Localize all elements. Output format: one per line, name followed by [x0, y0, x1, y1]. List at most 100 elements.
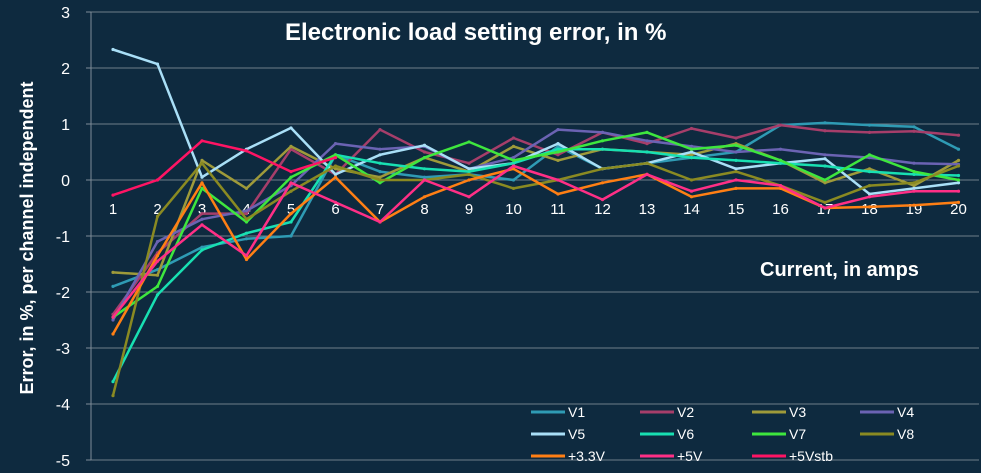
y-tick-label: -5	[56, 453, 70, 470]
data-point	[378, 128, 382, 132]
data-point	[734, 170, 738, 174]
data-point	[333, 142, 338, 146]
data-point	[378, 178, 382, 182]
data-point	[111, 394, 115, 398]
data-point	[289, 175, 293, 179]
series-line	[112, 139, 336, 197]
data-point	[378, 147, 382, 151]
data-point	[244, 212, 249, 216]
data-point	[511, 158, 516, 162]
data-point	[556, 150, 560, 154]
data-point	[155, 254, 160, 258]
data-point	[378, 181, 382, 185]
data-point	[289, 126, 293, 130]
data-point	[289, 212, 293, 216]
data-point	[200, 217, 204, 221]
data-point	[467, 172, 471, 176]
data-point	[956, 181, 961, 185]
data-point	[111, 270, 115, 274]
legend-label: +5V	[677, 448, 703, 464]
data-point	[244, 254, 249, 258]
x-tick-label: 5	[287, 201, 295, 218]
data-point	[467, 161, 471, 165]
data-point	[244, 220, 249, 224]
data-point	[867, 170, 872, 174]
data-point	[823, 153, 827, 157]
data-point	[244, 217, 249, 221]
data-point	[689, 147, 694, 151]
x-tick-label: 2	[153, 201, 161, 218]
data-point	[689, 144, 694, 148]
legend-item: V6	[640, 426, 694, 442]
data-point	[689, 178, 694, 182]
data-point	[111, 318, 115, 322]
x-tick-label: 3	[198, 201, 206, 218]
data-point	[823, 164, 827, 168]
data-point	[556, 147, 560, 151]
legend-item: V3	[752, 404, 806, 420]
series-lines	[111, 47, 961, 398]
data-point	[111, 47, 115, 52]
data-point	[289, 234, 293, 238]
data-point	[867, 192, 872, 196]
chart-title: Electronic load setting error, in %	[285, 19, 666, 46]
data-point	[645, 172, 649, 176]
data-point	[556, 128, 560, 132]
y-tick-label: 3	[61, 5, 70, 22]
data-point	[556, 158, 560, 162]
data-point	[956, 178, 961, 182]
data-point	[422, 175, 427, 179]
legend-label: +5Vstb	[789, 448, 833, 464]
x-tick-label: 10	[505, 201, 522, 218]
data-point	[912, 172, 916, 176]
legend-item: +5Vstb	[752, 448, 833, 464]
data-point	[511, 178, 516, 182]
data-point	[645, 161, 649, 165]
y-tick-label: -4	[56, 397, 70, 414]
legend-item: V5	[531, 426, 585, 442]
data-point	[778, 158, 783, 162]
data-point	[867, 167, 872, 171]
y-tick-label: 2	[61, 61, 70, 78]
data-point	[333, 175, 338, 179]
data-point	[111, 284, 115, 288]
data-point	[111, 193, 115, 197]
data-point	[333, 167, 338, 171]
data-point	[823, 121, 827, 125]
legend-item: +3.3V	[531, 448, 606, 464]
y-tick-labels: 3 2 1 0 -1 -2 -3 -4 -5	[56, 5, 70, 470]
x-tick-label: 7	[376, 201, 384, 218]
data-point	[912, 203, 916, 207]
data-point	[689, 126, 694, 131]
data-point	[333, 153, 338, 157]
data-point	[422, 150, 427, 154]
data-point	[912, 189, 916, 193]
data-point	[600, 181, 605, 185]
data-point	[200, 158, 204, 162]
data-point	[600, 167, 605, 171]
data-point	[645, 142, 649, 146]
data-point	[244, 237, 249, 241]
data-point	[244, 186, 249, 190]
legend-label: V1	[568, 404, 585, 420]
data-point	[734, 167, 738, 171]
data-point	[823, 157, 827, 161]
data-point	[511, 136, 516, 140]
y-tick-label: 0	[61, 173, 70, 190]
legend-label: V6	[677, 426, 694, 442]
data-point	[556, 144, 560, 148]
data-point	[556, 192, 560, 196]
data-point	[734, 178, 738, 182]
data-point	[912, 184, 916, 188]
x-tick-label: 19	[906, 201, 923, 218]
data-point	[155, 178, 160, 182]
legend-item: V2	[640, 404, 694, 420]
data-point	[200, 245, 204, 249]
data-point	[422, 178, 427, 182]
data-point	[600, 198, 605, 202]
data-point	[645, 130, 649, 134]
series-line	[112, 48, 959, 196]
data-point	[689, 195, 694, 199]
x-tick-label: 20	[950, 201, 967, 218]
